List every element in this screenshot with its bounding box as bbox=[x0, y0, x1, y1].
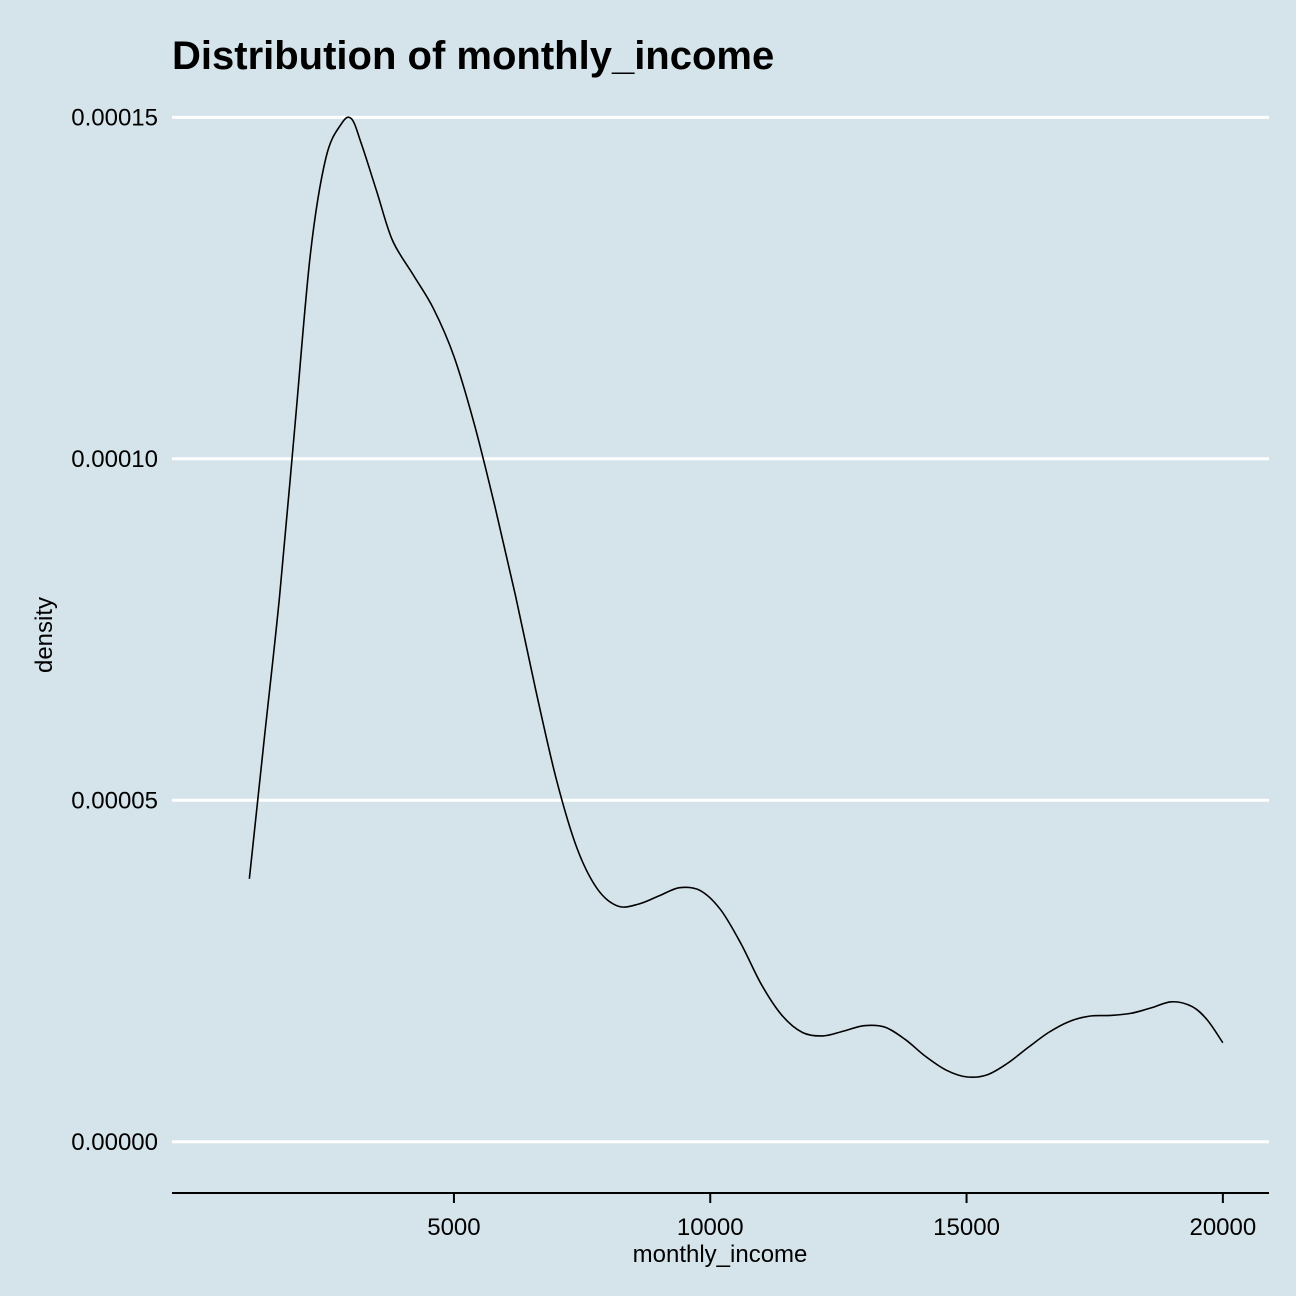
y-tick-label: 0.00005 bbox=[71, 787, 158, 814]
y-axis-title: density bbox=[31, 597, 58, 673]
gridlines bbox=[172, 115, 1269, 1144]
x-tick-label: 5000 bbox=[427, 1214, 480, 1241]
y-axis-tick-labels: 0.00000 0.00005 0.00010 0.00015 bbox=[71, 104, 158, 1155]
y-tick-label: 0.00000 bbox=[71, 1129, 158, 1156]
chart-title: Distribution of monthly_income bbox=[172, 34, 774, 78]
density-curve bbox=[248, 116, 1224, 1079]
y-tick-label: 0.00010 bbox=[71, 446, 158, 473]
x-tick-label: 10000 bbox=[677, 1214, 744, 1241]
y-tick-label: 0.00015 bbox=[71, 104, 158, 131]
x-axis-ticks: 5000 10000 15000 20000 bbox=[427, 1193, 1256, 1241]
x-tick-label: 20000 bbox=[1189, 1214, 1256, 1241]
x-axis-title: monthly_income bbox=[633, 1241, 808, 1268]
x-tick-label: 15000 bbox=[933, 1214, 1000, 1241]
